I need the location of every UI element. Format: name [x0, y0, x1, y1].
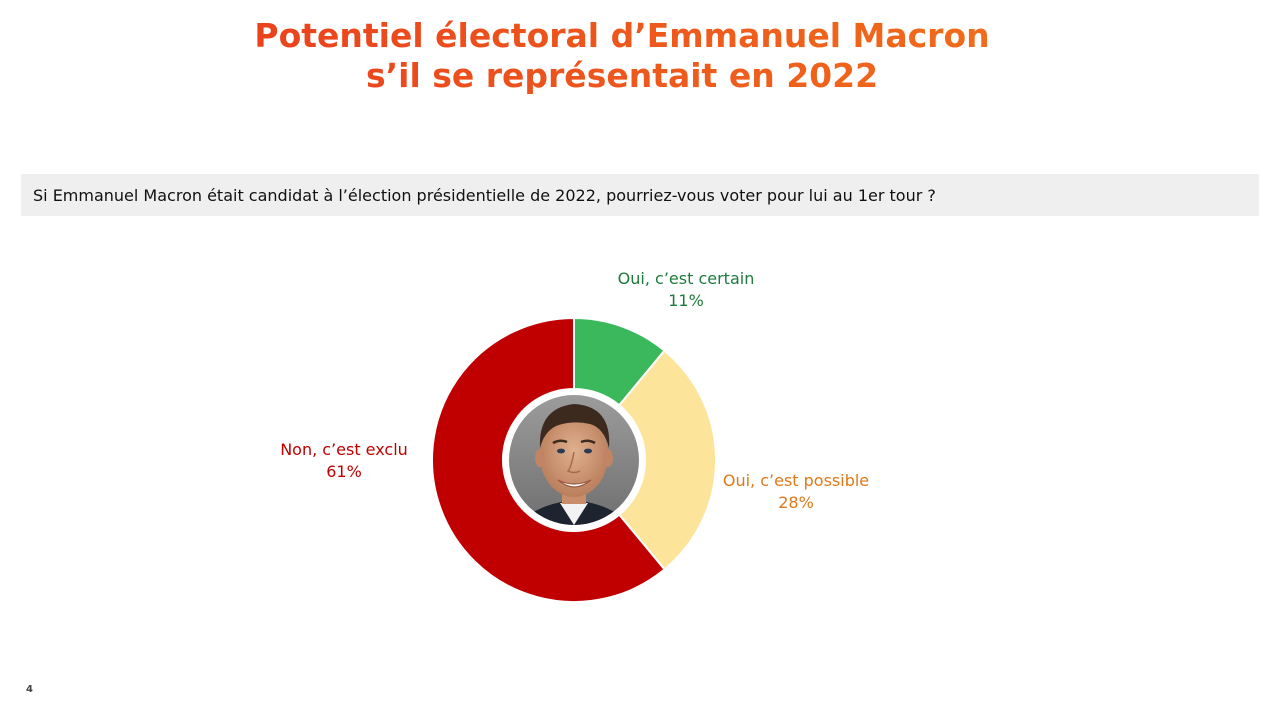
donut-slices: [431, 316, 717, 603]
slice-label-oui-possible: Oui, c’est possible 28%: [706, 470, 886, 514]
slice-label-name: Oui, c’est possible: [722, 471, 870, 490]
slice-label-oui-certain: Oui, c’est certain 11%: [596, 268, 776, 312]
question-text: Si Emmanuel Macron était candidat à l’él…: [33, 185, 936, 205]
slice-label-name: Oui, c’est certain: [617, 269, 755, 288]
slice-label-value: 28%: [778, 493, 814, 512]
slice-label-value: 11%: [668, 291, 704, 310]
slice-label-non-exclu: Non, c’est exclu 61%: [254, 439, 434, 483]
portrait-photo-icon: [503, 389, 645, 531]
page-number: 4: [26, 684, 33, 695]
slice-label-value: 61%: [326, 462, 362, 481]
slice-label-name: Non, c’est exclu: [280, 440, 408, 459]
question-box: Si Emmanuel Macron était candidat à l’él…: [21, 174, 1259, 216]
